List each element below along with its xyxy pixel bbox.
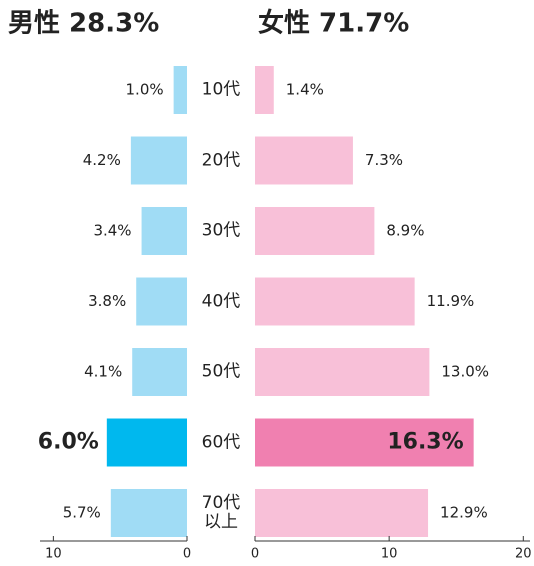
male-bar bbox=[173, 66, 187, 114]
category-label: 30代 bbox=[201, 220, 241, 241]
x-tick-label: 20 bbox=[515, 547, 532, 562]
x-tick-label: 0 bbox=[251, 547, 259, 562]
female-value-label: 12.9% bbox=[440, 504, 488, 522]
male-value-label: 3.4% bbox=[93, 222, 131, 240]
female-value-label: 7.3% bbox=[365, 151, 403, 169]
category-label: 20代 bbox=[201, 150, 241, 170]
female-value-label: 16.3% bbox=[387, 430, 463, 455]
category-label: 40代 bbox=[201, 291, 241, 311]
female-value-label: 13.0% bbox=[441, 363, 489, 381]
male-bar bbox=[130, 136, 187, 185]
male-value-label: 1.0% bbox=[126, 81, 164, 99]
female-bar bbox=[255, 277, 415, 326]
category-label: 70代 以上 bbox=[201, 493, 241, 532]
male-value-label: 5.7% bbox=[63, 504, 101, 522]
male-bar bbox=[136, 277, 187, 326]
male-title: 男性 28.3% bbox=[8, 9, 159, 39]
female-bar bbox=[255, 207, 375, 255]
female-title: 女性 71.7% bbox=[258, 8, 409, 39]
male-bar bbox=[141, 207, 187, 255]
female-bar bbox=[255, 136, 353, 185]
male-value-label: 4.2% bbox=[83, 151, 121, 169]
female-value-label: 11.9% bbox=[427, 292, 475, 310]
category-label: 50代 bbox=[201, 361, 241, 382]
male-bar bbox=[106, 418, 187, 467]
female-bar bbox=[255, 489, 429, 537]
male-value-label: 4.1% bbox=[84, 363, 122, 381]
female-value-label: 8.9% bbox=[386, 222, 424, 240]
male-bar bbox=[110, 489, 187, 537]
category-label: 10代 bbox=[201, 79, 241, 100]
x-tick-label: 10 bbox=[45, 547, 62, 562]
female-bar bbox=[255, 66, 274, 114]
male-value-label: 6.0% bbox=[38, 430, 99, 455]
x-tick-label: 10 bbox=[381, 547, 398, 562]
female-bar bbox=[255, 348, 430, 396]
category-label: 60代 bbox=[201, 432, 241, 452]
female-value-label: 1.4% bbox=[286, 81, 324, 99]
male-value-label: 3.8% bbox=[88, 292, 126, 310]
female-bar bbox=[255, 418, 474, 467]
male-bar bbox=[132, 348, 187, 396]
x-tick-label: 0 bbox=[183, 547, 191, 562]
